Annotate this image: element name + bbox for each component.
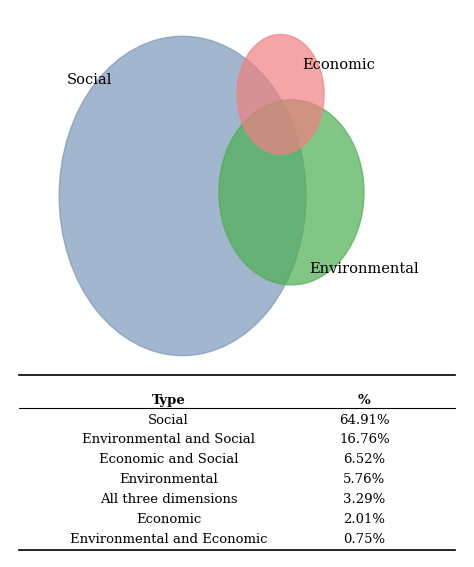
Text: Economic and Social: Economic and Social [99,454,238,466]
Ellipse shape [59,36,306,356]
Text: All three dimensions: All three dimensions [100,493,237,506]
Text: 16.76%: 16.76% [339,434,390,446]
Text: Economic: Economic [136,513,201,526]
Text: 0.75%: 0.75% [343,533,385,545]
Text: 6.52%: 6.52% [343,454,385,466]
Text: Type: Type [152,394,186,407]
Ellipse shape [219,100,364,285]
Text: 3.29%: 3.29% [343,493,385,506]
Text: 64.91%: 64.91% [339,414,390,426]
Text: Environmental and Economic: Environmental and Economic [70,533,267,545]
Text: Economic: Economic [302,58,375,73]
Ellipse shape [237,35,324,154]
Text: %: % [358,394,371,407]
Text: 5.76%: 5.76% [343,473,385,486]
Text: 2.01%: 2.01% [343,513,385,526]
Text: Social: Social [148,414,189,426]
Text: Social: Social [66,73,112,87]
Text: Environmental: Environmental [119,473,218,486]
Text: Environmental: Environmental [310,261,419,276]
Text: Environmental and Social: Environmental and Social [82,434,255,446]
